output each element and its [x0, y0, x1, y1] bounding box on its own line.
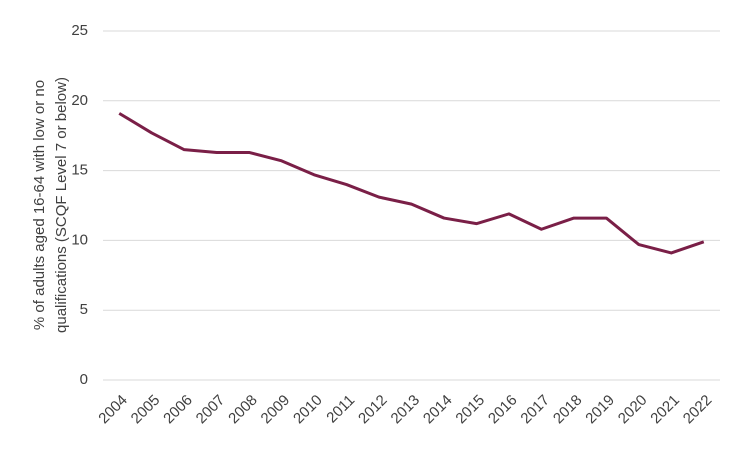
x-tick-label: 2008	[225, 392, 261, 428]
x-tick-label: 2006	[160, 392, 196, 428]
y-tick-label: 20	[71, 92, 88, 109]
x-tick-label: 2020	[615, 392, 651, 428]
y-axis-label: % of adults aged 16-64 with low or no	[31, 80, 48, 330]
x-tick-label: 2018	[550, 392, 586, 428]
x-tick-label: 2019	[582, 392, 618, 428]
y-tick-label: 5	[80, 301, 88, 318]
x-tick-label: 2013	[388, 392, 424, 428]
x-tick-label: 2004	[95, 392, 131, 428]
data-line	[118, 112, 705, 255]
x-tick-label: 2005	[128, 392, 164, 428]
y-tick-label: 25	[71, 22, 88, 39]
y-axis-label: qualifications (SCQF Level 7 or below)	[53, 77, 70, 333]
x-tick-label: 2012	[355, 392, 391, 428]
x-tick-label: 2021	[647, 392, 683, 428]
y-tick-label: 15	[71, 162, 88, 179]
x-tick-label: 2015	[452, 392, 488, 428]
x-tick-label: 2009	[258, 392, 294, 428]
x-tick-label: 2010	[290, 392, 326, 428]
y-tick-label: 0	[80, 371, 88, 388]
x-tick-label: 2017	[517, 392, 553, 428]
x-tick-label: 2011	[323, 392, 358, 427]
x-tick-label: 2016	[485, 392, 521, 428]
y-tick-label: 10	[71, 231, 88, 248]
x-tick-label: 2014	[420, 392, 456, 428]
x-tick-label: 2022	[680, 392, 716, 428]
x-tick-label: 2007	[193, 392, 229, 428]
